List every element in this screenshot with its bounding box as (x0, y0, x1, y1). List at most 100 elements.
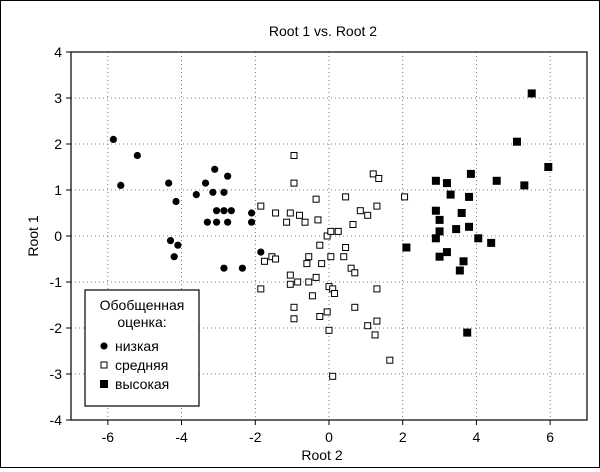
axis-ticks (66, 51, 551, 425)
data-point-filled-circle (224, 172, 232, 180)
data-point-filled-circle (166, 237, 175, 245)
data-point-filled-square (544, 163, 553, 171)
data-point-filled-circle (227, 207, 235, 215)
data-point-filled-square (446, 190, 455, 199)
data-point-filled-square (492, 176, 501, 185)
data-point-filled-square (455, 266, 464, 275)
data-point-filled-square (527, 89, 536, 98)
legend-title-line-2: оценка: (117, 314, 166, 330)
legend-title-line-1: Обобщенная (100, 297, 185, 313)
data-point-open-square (294, 278, 302, 286)
y-tick-label: 1 (54, 182, 62, 198)
data-point-filled-square (465, 192, 474, 201)
data-point-filled-square (463, 328, 472, 337)
data-point-filled-square (487, 238, 496, 247)
data-point-open-square (401, 193, 409, 201)
data-point-open-square (318, 260, 326, 268)
data-point-open-square (286, 271, 294, 279)
data-point-filled-square (435, 227, 444, 236)
data-point-open-square (290, 179, 298, 187)
data-point-open-square (342, 193, 350, 201)
data-point-open-square (290, 152, 298, 159)
data-point-open-square (308, 292, 316, 300)
data-point-filled-circle (220, 264, 228, 272)
data-point-open-square (312, 195, 320, 203)
legend-entries: низкая средняя высокая (100, 338, 169, 392)
data-point-open-square (351, 303, 359, 311)
data-point-filled-circle (109, 135, 117, 143)
y-tick-label: 3 (54, 90, 62, 106)
data-point-filled-square (431, 176, 440, 185)
data-point-open-square (373, 285, 381, 293)
data-point-open-square (286, 209, 294, 217)
data-point-filled-square (474, 234, 483, 243)
y-axis-label: Root 1 (25, 215, 41, 256)
y-tick-label: -4 (50, 412, 63, 428)
data-point-filled-circle (201, 179, 210, 187)
x-tick-label: 0 (325, 429, 333, 445)
chart-title: Root 1 vs. Root 2 (269, 23, 377, 39)
data-point-open-square (272, 209, 280, 217)
data-point-open-square (316, 241, 324, 249)
data-point-filled-circle (248, 209, 256, 217)
data-point-filled-circle (212, 207, 221, 215)
data-point-open-square (296, 211, 304, 219)
x-tick-label: -6 (102, 429, 115, 445)
legend-label: средняя (115, 357, 168, 373)
legend: Обобщенная оценка: низкая средняя высокая (84, 289, 200, 407)
data-point-open-square (329, 372, 337, 380)
data-point-open-square (290, 303, 298, 311)
data-point-open-square (272, 255, 280, 263)
data-point-open-square (314, 216, 322, 224)
legend-label: высокая (115, 376, 169, 392)
data-point-filled-square (465, 222, 474, 231)
y-tick-label: -3 (50, 366, 63, 382)
y-tick-label: -1 (50, 274, 63, 290)
data-point-filled-circle (209, 188, 217, 196)
y-tick-label: 4 (54, 44, 62, 60)
x-tick-label: -2 (249, 429, 262, 445)
x-tick-label: -4 (175, 429, 188, 445)
data-point-filled-square (442, 248, 451, 257)
data-point-open-square (323, 232, 331, 240)
data-point-filled-circle (238, 264, 246, 272)
data-point-open-square (369, 170, 377, 178)
data-point-open-square (257, 202, 265, 210)
data-point-open-square (342, 244, 350, 251)
data-point-open-square (386, 356, 394, 364)
data-points (109, 89, 553, 380)
data-point-filled-circle (170, 253, 178, 261)
data-point-filled-square (466, 169, 475, 178)
legend-label: низкая (115, 338, 159, 354)
legend-marker-filled-square (100, 380, 108, 388)
data-point-filled-square (459, 257, 468, 266)
data-point-filled-square (457, 209, 466, 217)
x-tick-label: 6 (546, 429, 554, 445)
x-tick-label: 4 (473, 429, 481, 445)
data-point-open-square (316, 313, 324, 320)
data-point-open-square (356, 207, 364, 215)
data-point-open-square (286, 280, 294, 288)
data-point-open-square (303, 260, 311, 268)
data-point-open-square (305, 278, 313, 286)
x-tick-label: 2 (399, 429, 407, 445)
data-point-filled-square (402, 243, 411, 252)
data-point-filled-circle (165, 179, 173, 187)
data-point-filled-square (435, 252, 444, 261)
data-point-open-square (257, 285, 265, 293)
data-point-filled-circle (257, 248, 265, 256)
data-point-filled-circle (220, 207, 228, 215)
y-tick-label: 0 (54, 228, 62, 244)
data-point-filled-square (452, 225, 461, 234)
data-point-filled-circle (133, 151, 141, 160)
data-point-filled-square (431, 234, 440, 243)
data-point-filled-square (442, 179, 451, 188)
data-point-open-square (364, 322, 372, 330)
x-axis-label: Root 2 (301, 447, 342, 463)
data-point-open-square (261, 257, 268, 265)
data-point-filled-square (431, 206, 440, 215)
data-point-open-square (327, 227, 335, 235)
data-point-open-square (351, 269, 359, 277)
data-point-filled-circle (117, 181, 125, 189)
